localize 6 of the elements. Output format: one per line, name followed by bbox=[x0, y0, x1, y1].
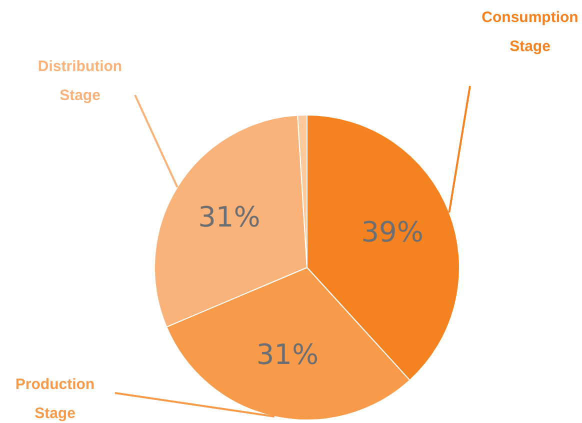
data-label: 31% bbox=[256, 338, 319, 372]
slice-label: Consumption Stage bbox=[482, 9, 578, 56]
data-label: 31% bbox=[198, 200, 260, 234]
data-label: 39% bbox=[361, 216, 424, 249]
slice-label: Distribution Stage bbox=[38, 58, 122, 104]
slice-label: Production Stage bbox=[15, 376, 95, 422]
